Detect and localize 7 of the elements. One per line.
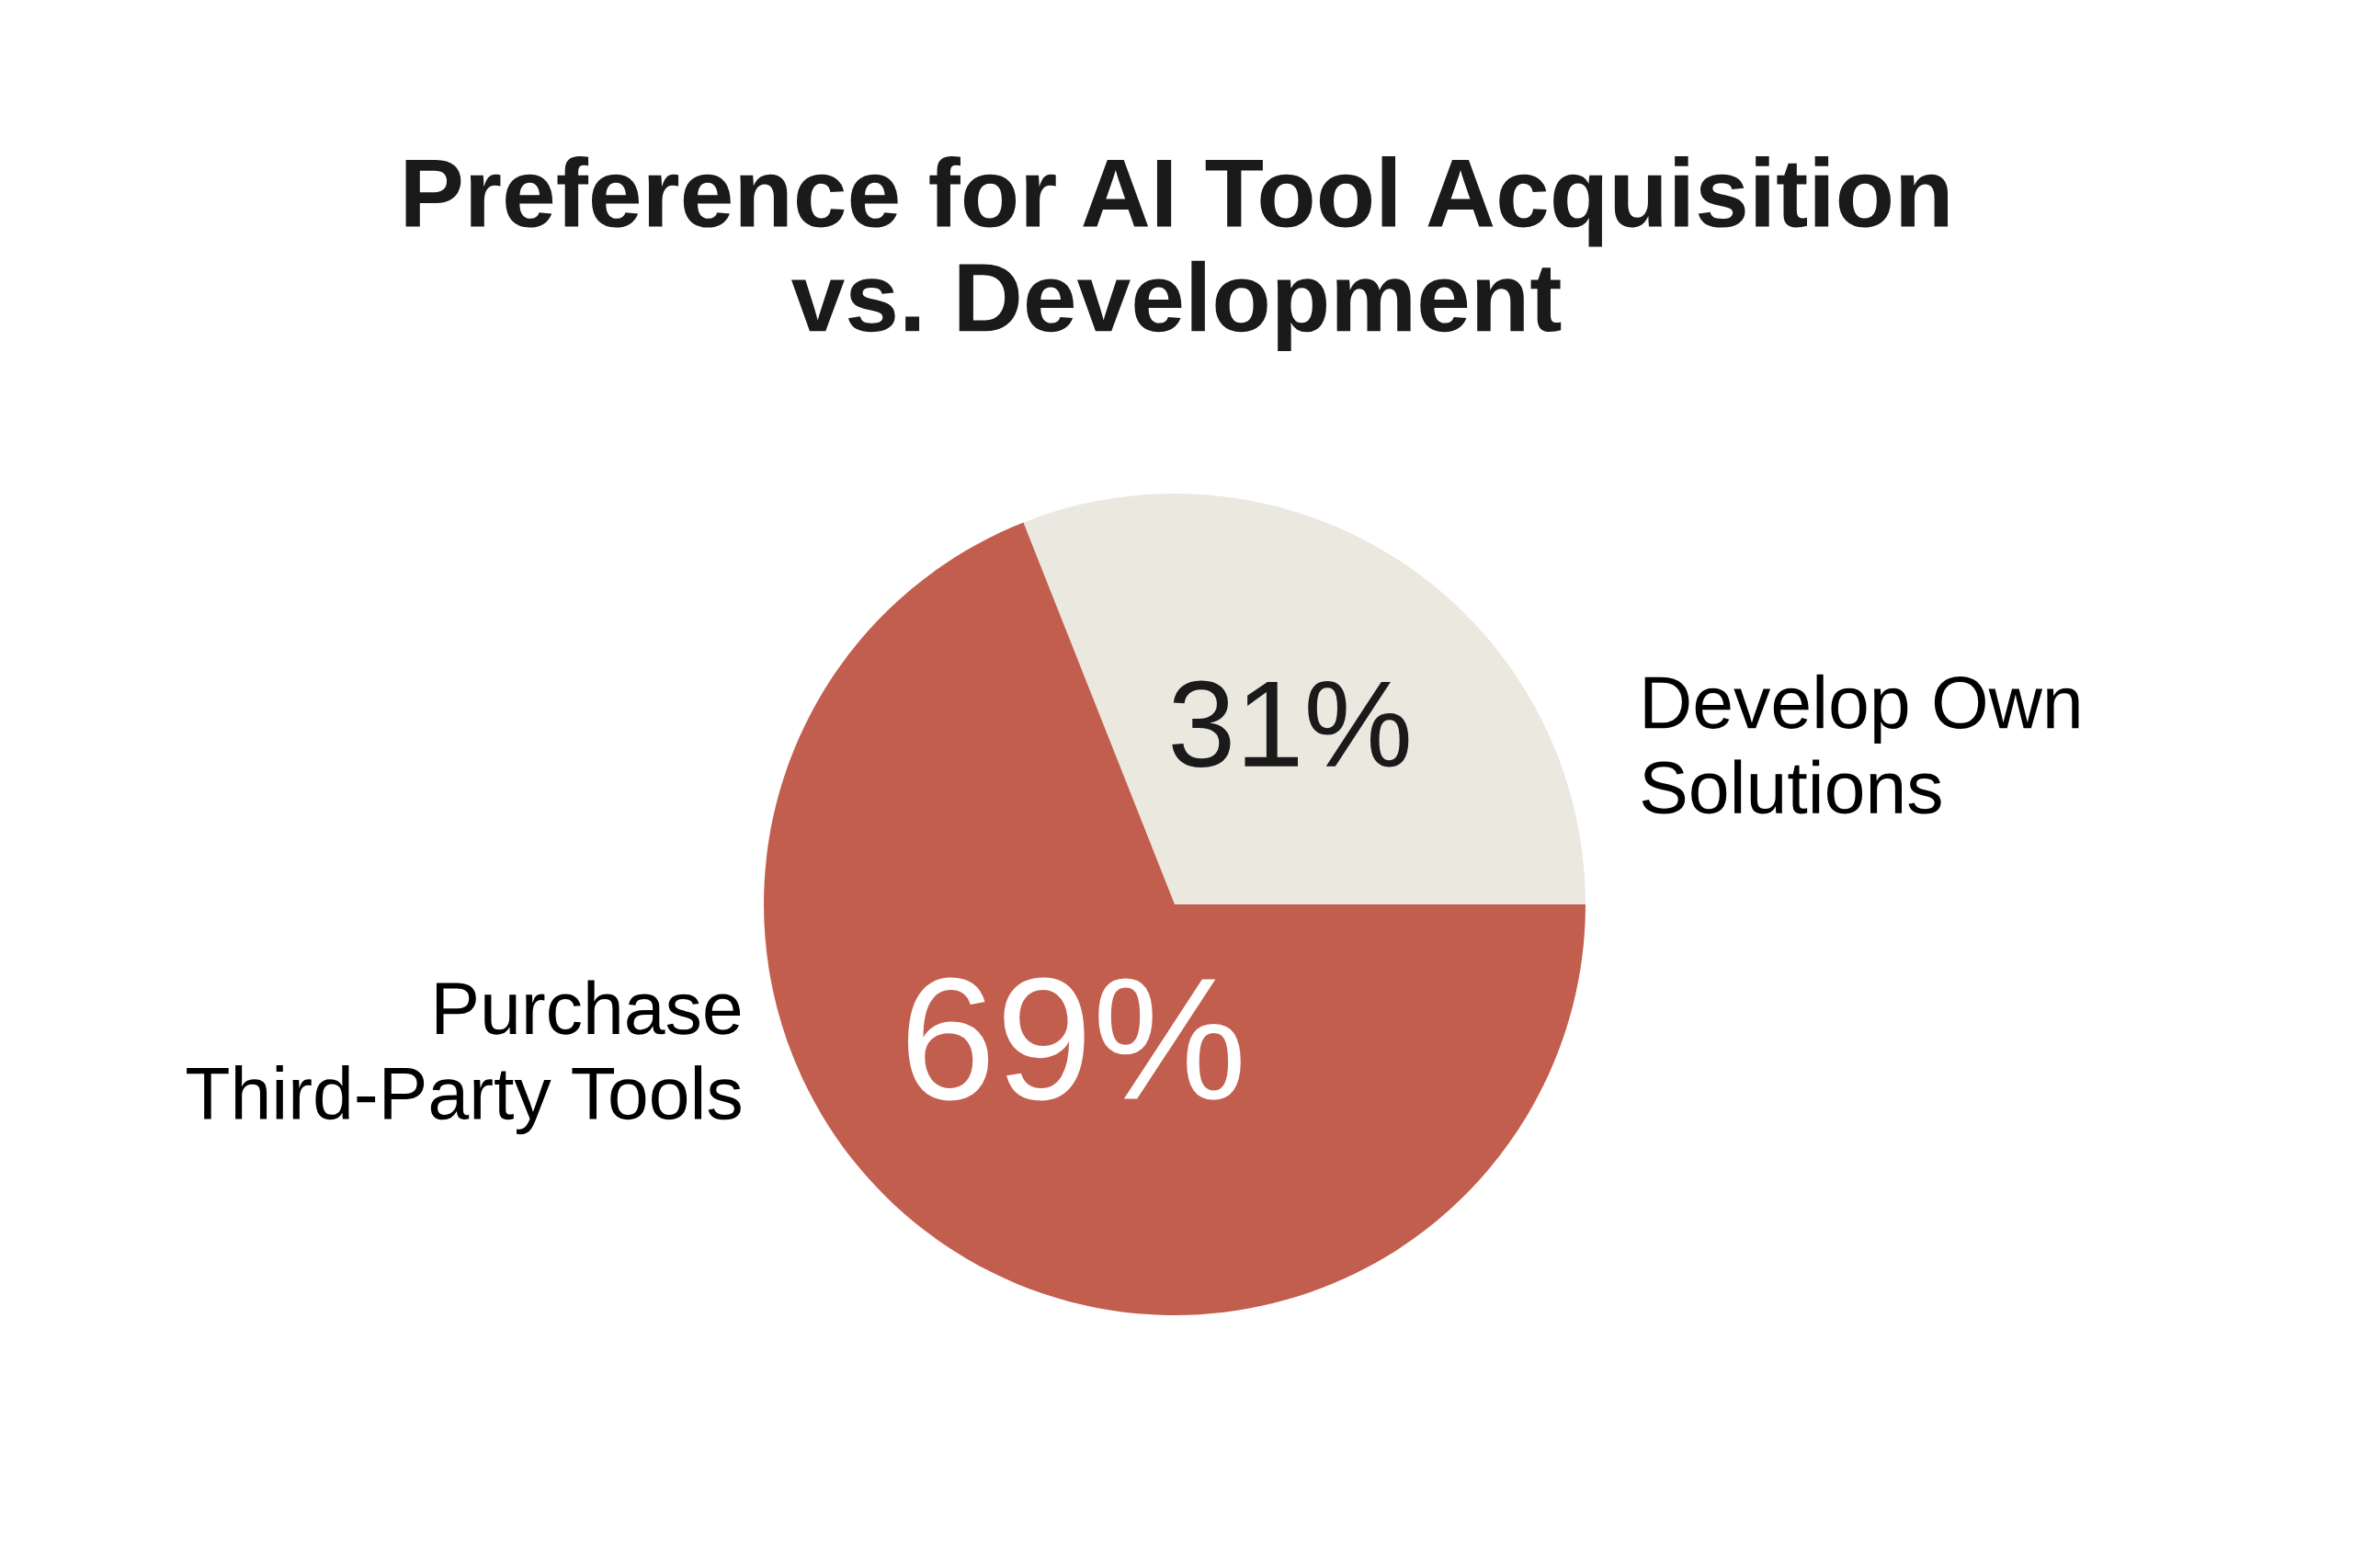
data-label: 69% — [908, 977, 1241, 1101]
pie-slice — [1023, 494, 1586, 904]
chart-title: Preference for AI Tool Acquisition vs. Development — [405, 156, 1949, 352]
pie-slice — [764, 522, 1586, 1315]
data-label: 31% — [1172, 680, 1409, 767]
slice-label: Purchase Third-Party Tools — [187, 980, 741, 1135]
slice-label: Develop Own Solutions — [1642, 674, 2079, 814]
